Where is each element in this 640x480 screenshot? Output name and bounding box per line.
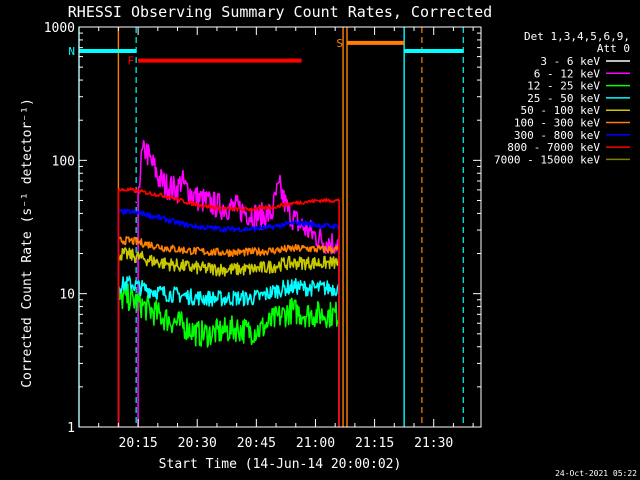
x-tick-label-5: 21:30 bbox=[414, 436, 453, 451]
flag-label-S: S bbox=[336, 37, 343, 50]
series-line-7 bbox=[117, 187, 340, 427]
plot-data-layer: N F S bbox=[68, 27, 464, 427]
chart-title: RHESSI Observing Summary Count Rates, Co… bbox=[68, 3, 492, 21]
y-tick-label-1: 10 bbox=[59, 288, 75, 303]
x-axis-label: Start Time (14-Jun-14 20:00:02) bbox=[159, 457, 402, 472]
series-line-1 bbox=[137, 139, 340, 427]
series-line-3 bbox=[117, 275, 340, 427]
series-line-6 bbox=[117, 208, 340, 427]
x-tick-label-2: 20:45 bbox=[237, 436, 276, 451]
series-line-2 bbox=[117, 283, 340, 427]
legend-label-8: 7000 - 15000 keV bbox=[494, 153, 600, 166]
y-tick-label-2: 100 bbox=[52, 154, 75, 169]
legend-label-7: 800 - 7000 keV bbox=[507, 141, 600, 154]
legend-header-1: Det 1,3,4,5,6,9, bbox=[524, 30, 630, 43]
series-line-4 bbox=[117, 247, 340, 427]
legend-label-2: 12 - 25 keV bbox=[527, 80, 600, 93]
y-tick-label-0: 1 bbox=[67, 421, 75, 436]
x-tick-label-4: 21:15 bbox=[355, 436, 394, 451]
legend-label-1: 6 - 12 keV bbox=[534, 67, 601, 80]
legend-label-0: 3 - 6 keV bbox=[540, 55, 600, 68]
legend-header-2: Att 0 bbox=[597, 42, 630, 55]
x-tick-label-3: 21:00 bbox=[296, 436, 335, 451]
y-axis-label: Corrected Count Rate (s⁻¹ detector⁻¹) bbox=[20, 98, 35, 388]
flag-label-F: F bbox=[127, 55, 134, 68]
plot-frame-layer: 1 10 100 1000 20:15 20:30 20:45 21:00 21:15 21:30 bbox=[44, 21, 482, 451]
footer-timestamp: 24-Oct-2021 05:22 bbox=[555, 469, 637, 478]
legend-label-3: 25 - 50 keV bbox=[527, 92, 600, 105]
y-tick-label-3: 1000 bbox=[44, 21, 75, 36]
legend-label-4: 50 - 100 keV bbox=[521, 104, 601, 117]
series-line-5 bbox=[117, 236, 340, 427]
x-tick-label-0: 20:15 bbox=[119, 436, 158, 451]
flag-label-N: N bbox=[68, 45, 75, 58]
legend-label-5: 100 - 300 keV bbox=[514, 117, 600, 130]
plot-frame bbox=[78, 26, 482, 428]
x-tick-label-1: 20:30 bbox=[178, 436, 217, 451]
legend-label-6: 300 - 800 keV bbox=[514, 129, 600, 142]
